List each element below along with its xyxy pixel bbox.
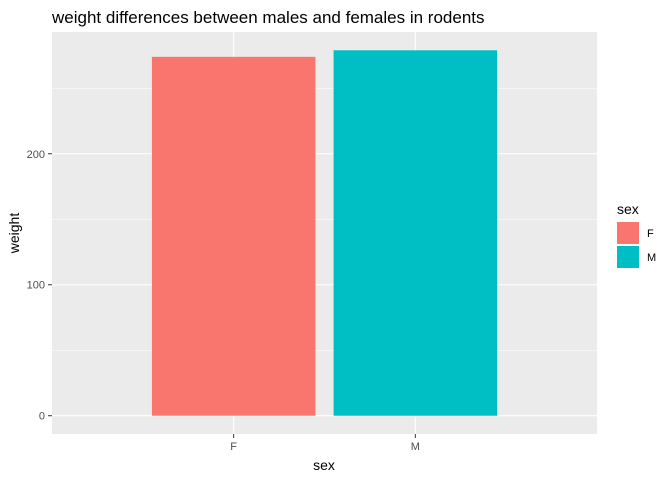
legend-label-m: M [647, 252, 656, 264]
x-tick-label: F [230, 441, 237, 453]
x-tick-label: M [411, 441, 420, 453]
bar-m [333, 50, 498, 416]
bar-f [151, 56, 316, 416]
legend-items: FM [617, 222, 656, 268]
minor-gridlines [52, 87, 597, 351]
legend-title: sex [617, 201, 639, 217]
y-tick-label: 100 [27, 280, 45, 292]
chart-title: weight differences between males and fem… [51, 8, 485, 27]
legend: sex FM [617, 201, 656, 268]
bars [151, 50, 498, 416]
y-axis-ticks: 0 100 200 [27, 149, 52, 423]
x-axis-title: sex [313, 457, 335, 473]
legend-key-f [617, 222, 639, 244]
plot-panel [52, 32, 597, 434]
y-axis-title: weight [6, 213, 22, 255]
y-tick-label: 200 [27, 149, 45, 161]
legend-label-f: F [647, 228, 654, 240]
y-tick-label: 0 [39, 411, 45, 423]
legend-key-m [617, 246, 639, 268]
